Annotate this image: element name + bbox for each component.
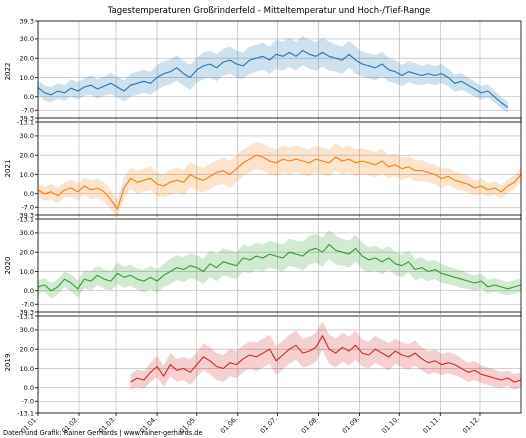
x-tick-label: 01.12. xyxy=(461,415,481,435)
panel-frame xyxy=(37,117,522,220)
panels: -13.1 -7.0 0.0 10.0 20.0 30.0 39.3 2022 -13.1 -7.… xyxy=(4,17,522,417)
y-tick-label: 30.0 xyxy=(20,35,34,43)
y-tick-label: 20.0 xyxy=(20,346,34,354)
y-tick-label: 20.0 xyxy=(20,55,34,63)
y-tick-label: 30.0 xyxy=(20,326,34,334)
y-tick-label: 10.0 xyxy=(20,268,34,276)
y-tick-label: 10.0 xyxy=(20,365,34,373)
y-tick-label: 30.0 xyxy=(20,132,34,140)
panel-2022: -13.1 -7.0 0.0 10.0 20.0 30.0 39.3 2022 xyxy=(4,17,522,126)
y-tick-label: 39.3 xyxy=(20,308,34,316)
year-label-2020: 2020 xyxy=(4,257,12,275)
y-tick-label: -7.0 xyxy=(21,204,34,212)
panel-2019: -13.1 -7.0 0.0 10.0 20.0 30.0 39.3 2019 xyxy=(4,308,522,417)
y-tick-label: -7.0 xyxy=(21,301,34,309)
y-tick-label: 10.0 xyxy=(20,171,34,179)
panel-frame xyxy=(37,214,522,317)
x-tick-label: 01.11. xyxy=(421,415,441,435)
y-tick-label: -13.1 xyxy=(17,118,34,126)
y-tick-label: 0.0 xyxy=(24,190,34,198)
y-tick-label: -13.1 xyxy=(17,409,34,417)
y-tick-label: -7.0 xyxy=(21,398,34,406)
year-label-2021: 2021 xyxy=(4,160,12,178)
panel-frame xyxy=(37,20,522,123)
y-tick-label: -7.0 xyxy=(21,107,34,115)
y-tick-label: 0.0 xyxy=(24,384,34,392)
x-tick-label: 01.06. xyxy=(219,415,239,435)
range-band-2020 xyxy=(38,230,521,299)
x-tick-label: 01.08. xyxy=(300,415,320,435)
mean-line-2019 xyxy=(130,335,522,383)
y-tick-label: 39.3 xyxy=(20,114,34,122)
range-band-2021 xyxy=(38,141,521,219)
y-tick-label: 39.3 xyxy=(20,17,34,25)
panel-2020: -13.1 -7.0 0.0 10.0 20.0 30.0 39.3 2020 xyxy=(4,211,522,320)
mean-line-2022 xyxy=(37,49,509,108)
y-tick-label: 20.0 xyxy=(20,152,34,160)
credit-text: Daten und Grafik: Rainer Gerhards | www.… xyxy=(3,429,203,437)
y-tick-label: 30.0 xyxy=(20,229,34,237)
chart-title: Tagestemperaturen Großrinderfeld - Mitte… xyxy=(107,6,430,16)
range-band-2019 xyxy=(130,321,521,390)
year-label-2022: 2022 xyxy=(4,63,12,81)
y-tick-label: 0.0 xyxy=(24,93,34,101)
y-tick-label: 0.0 xyxy=(24,287,34,295)
x-tick-label: 01.07. xyxy=(259,415,279,435)
panel-2021: -13.1 -7.0 0.0 10.0 20.0 30.0 39.3 2021 xyxy=(4,114,522,223)
y-tick-label: 10.0 xyxy=(20,74,34,82)
x-tick-label: 01.09. xyxy=(341,415,361,435)
x-tick-label: 01.10. xyxy=(380,415,400,435)
mean-line-2021 xyxy=(37,154,522,210)
range-band-2022 xyxy=(38,36,508,114)
y-tick-label: 20.0 xyxy=(20,249,34,257)
y-tick-label: -13.1 xyxy=(17,312,34,320)
y-tick-label: -13.1 xyxy=(17,215,34,223)
year-label-2019: 2019 xyxy=(4,354,12,372)
y-tick-label: 39.3 xyxy=(20,211,34,219)
mean-line-2020 xyxy=(37,243,522,292)
panel-frame xyxy=(37,311,522,414)
